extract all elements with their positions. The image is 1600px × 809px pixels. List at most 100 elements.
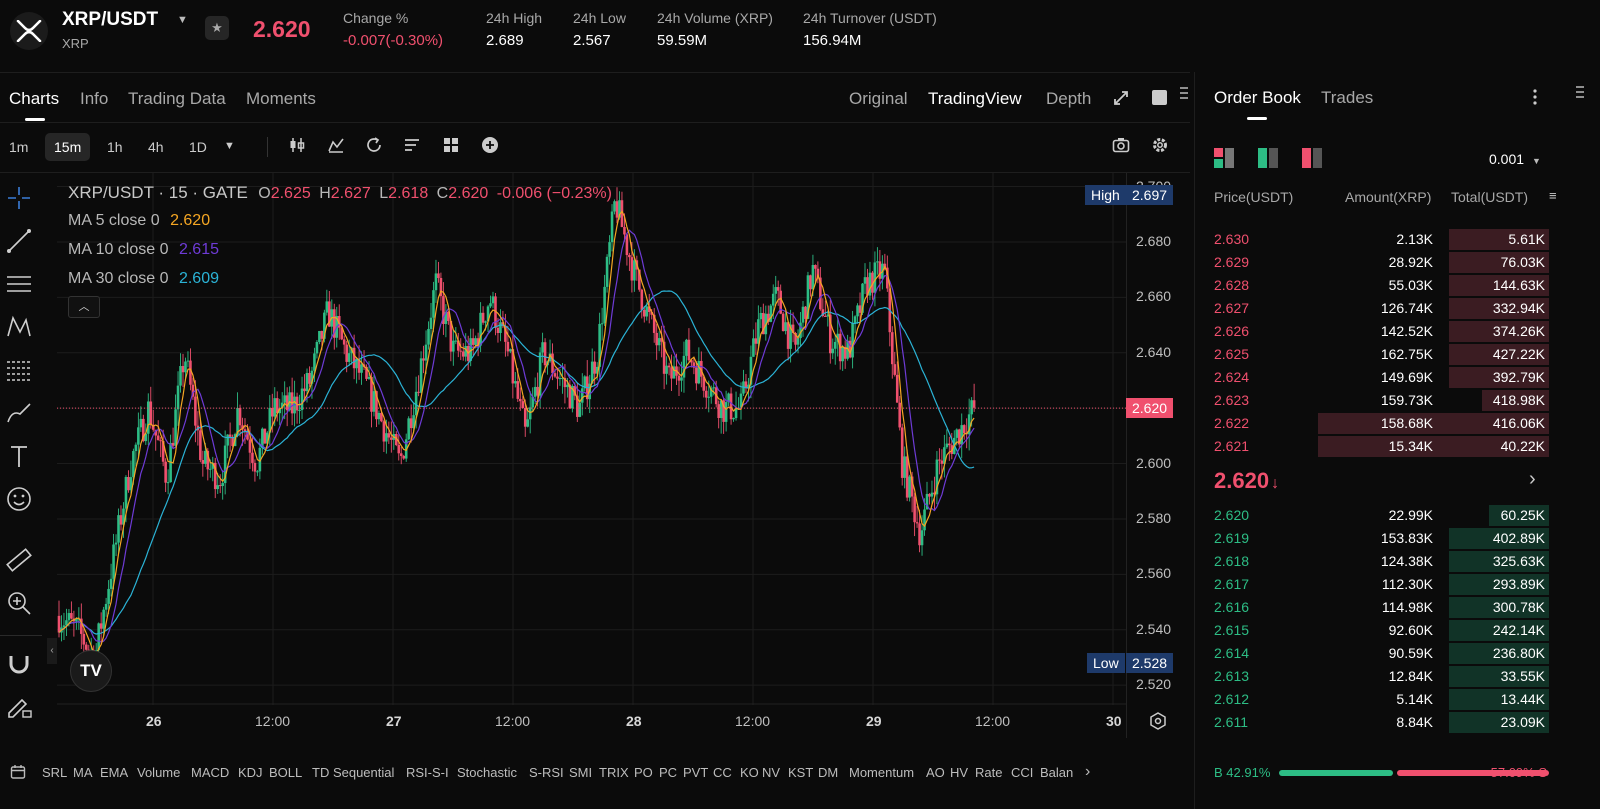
crosshair-tool-icon[interactable] (4, 183, 38, 217)
star-icon[interactable]: ★ (205, 16, 229, 40)
bid-row[interactable]: 2.619 153.83K 402.89K (1195, 527, 1567, 550)
horizontal-lines-tool-icon[interactable] (4, 269, 38, 303)
tab-info[interactable]: Info (80, 89, 109, 108)
ask-row[interactable]: 2.627 126.74K 332.94K (1195, 297, 1567, 320)
indicator-item[interactable]: PVT (683, 765, 709, 780)
ask-row[interactable]: 2.621 15.34K 40.22K (1195, 435, 1567, 458)
indicator-item[interactable]: S-RSI (529, 765, 564, 780)
indicator-item[interactable]: Volume (137, 765, 181, 780)
indicator-item[interactable]: CCI (1011, 765, 1034, 780)
timeframe-1h[interactable]: 1h (107, 139, 123, 155)
bid-row[interactable]: 2.611 8.84K 23.09K (1195, 711, 1567, 734)
precision-select[interactable]: 0.001 ▼ (1489, 151, 1541, 167)
collapse-legend-icon[interactable]: ︿ (68, 296, 100, 318)
timeframe-1m[interactable]: 1m (9, 139, 29, 155)
layout-icon[interactable] (1152, 90, 1167, 105)
indicator-item[interactable]: AO (926, 765, 945, 780)
bid-row[interactable]: 2.614 90.59K 236.80K (1195, 642, 1567, 665)
pencil-lock-icon[interactable] (4, 691, 38, 725)
ask-row[interactable]: 2.630 2.13K 5.61K (1195, 228, 1567, 251)
view-depth[interactable]: Depth (1046, 89, 1092, 108)
menu-icon[interactable] (1576, 84, 1584, 100)
tab-trades[interactable]: Trades (1321, 88, 1374, 107)
calendar-icon[interactable] (10, 764, 26, 780)
bid-row[interactable]: 2.617 112.30K 293.89K (1195, 573, 1567, 596)
indicator-item[interactable]: KDJ (238, 765, 263, 780)
timeframe-4h[interactable]: 4h (148, 139, 164, 155)
ask-row[interactable]: 2.626 142.52K 374.26K (1195, 320, 1567, 343)
camera-icon[interactable] (1110, 136, 1132, 158)
indicator-item[interactable]: SRL (42, 765, 68, 780)
tradingview-logo-icon[interactable]: TV (70, 650, 112, 692)
collapse-toolbar-icon[interactable]: ‹ (47, 638, 57, 664)
chevron-down-icon[interactable]: ▼ (224, 140, 235, 152)
chart-settings-icon[interactable] (1148, 711, 1168, 731)
sort-icon[interactable]: ≡ (1549, 188, 1557, 203)
bid-row[interactable]: 2.618 124.38K 325.63K (1195, 550, 1567, 573)
ask-row[interactable]: 2.625 162.75K 427.22K (1195, 343, 1567, 366)
more-icon[interactable] (1532, 88, 1538, 106)
chevron-right-icon[interactable]: › (1085, 763, 1091, 780)
indicator-item[interactable]: PO (634, 765, 653, 780)
indicator-item[interactable]: KO (740, 765, 759, 780)
indicator-item[interactable]: RSI-S-I (406, 765, 449, 780)
pattern-tool-icon[interactable] (4, 312, 38, 346)
indicator-item[interactable]: NV (762, 765, 781, 780)
bid-row[interactable]: 2.613 12.84K 33.55K (1195, 665, 1567, 688)
brush-tool-icon[interactable] (4, 398, 38, 432)
price-chart[interactable] (57, 173, 1127, 705)
ruler-tool-icon[interactable] (4, 545, 38, 579)
bid-row[interactable]: 2.616 114.98K 300.78K (1195, 596, 1567, 619)
timeframe-1d[interactable]: 1D (189, 139, 207, 155)
add-icon[interactable] (479, 136, 501, 158)
indicator-item[interactable]: Balan (1040, 765, 1074, 780)
menu-icon[interactable] (1180, 85, 1188, 101)
view-both-sides-icon[interactable] (1214, 148, 1236, 173)
ask-row[interactable]: 2.629 28.92K 76.03K (1195, 251, 1567, 274)
indicator-item[interactable]: TRIX (599, 765, 629, 780)
ask-row[interactable]: 2.624 149.69K 392.79K (1195, 366, 1567, 389)
timeframe-15m[interactable]: 15m (45, 133, 91, 161)
tab-trading-data[interactable]: Trading Data (128, 89, 226, 108)
indicator-item[interactable]: MA (73, 765, 93, 780)
magnet-icon[interactable] (4, 648, 38, 682)
bid-row[interactable]: 2.612 5.14K 13.44K (1195, 688, 1567, 711)
candlestick-type-icon[interactable] (286, 136, 308, 158)
chevron-down-icon[interactable]: ▼ (177, 14, 188, 26)
tab-order-book[interactable]: Order Book (1214, 88, 1301, 107)
view-original[interactable]: Original (849, 89, 908, 108)
indicator-item[interactable]: HV (950, 765, 969, 780)
fibonacci-tool-icon[interactable] (4, 355, 38, 389)
pair-selector[interactable]: XRP/USDT (62, 9, 159, 30)
indicator-item[interactable]: CC (713, 765, 732, 780)
indicator-item[interactable]: EMA (100, 765, 129, 780)
ask-row[interactable]: 2.623 159.73K 418.98K (1195, 389, 1567, 412)
indicator-item[interactable]: MACD (191, 765, 230, 780)
zoom-in-icon[interactable] (4, 588, 38, 622)
indicators-icon[interactable] (325, 136, 347, 158)
emoji-tool-icon[interactable] (4, 484, 38, 518)
indicator-item[interactable]: BOLL (269, 765, 303, 780)
ask-row[interactable]: 2.628 55.03K 144.63K (1195, 274, 1567, 297)
replay-icon[interactable] (363, 136, 385, 158)
view-asks-icon[interactable] (1302, 148, 1324, 173)
view-bids-icon[interactable] (1258, 148, 1280, 173)
indicator-item[interactable]: SMI (569, 765, 593, 780)
ask-row[interactable]: 2.622 158.68K 416.06K (1195, 412, 1567, 435)
settings-gear-icon[interactable] (1149, 136, 1171, 158)
indicator-item[interactable]: DM (818, 765, 839, 780)
indicator-item[interactable]: Momentum (849, 765, 915, 780)
tab-moments[interactable]: Moments (246, 89, 316, 108)
bid-row[interactable]: 2.620 22.99K 60.25K (1195, 504, 1567, 527)
expand-icon[interactable] (1112, 89, 1130, 107)
indicator-item[interactable]: KST (788, 765, 814, 780)
indicator-item[interactable]: PC (659, 765, 678, 780)
tab-charts[interactable]: Charts (9, 89, 60, 108)
indicator-item[interactable]: Stochastic (457, 765, 517, 780)
chevron-right-icon[interactable]: › (1529, 468, 1536, 490)
grid-layout-icon[interactable] (440, 136, 462, 158)
view-tradingview[interactable]: TradingView (928, 89, 1022, 108)
templates-icon[interactable] (401, 136, 423, 158)
bid-row[interactable]: 2.615 92.60K 242.14K (1195, 619, 1567, 642)
text-tool-icon[interactable] (4, 441, 38, 475)
